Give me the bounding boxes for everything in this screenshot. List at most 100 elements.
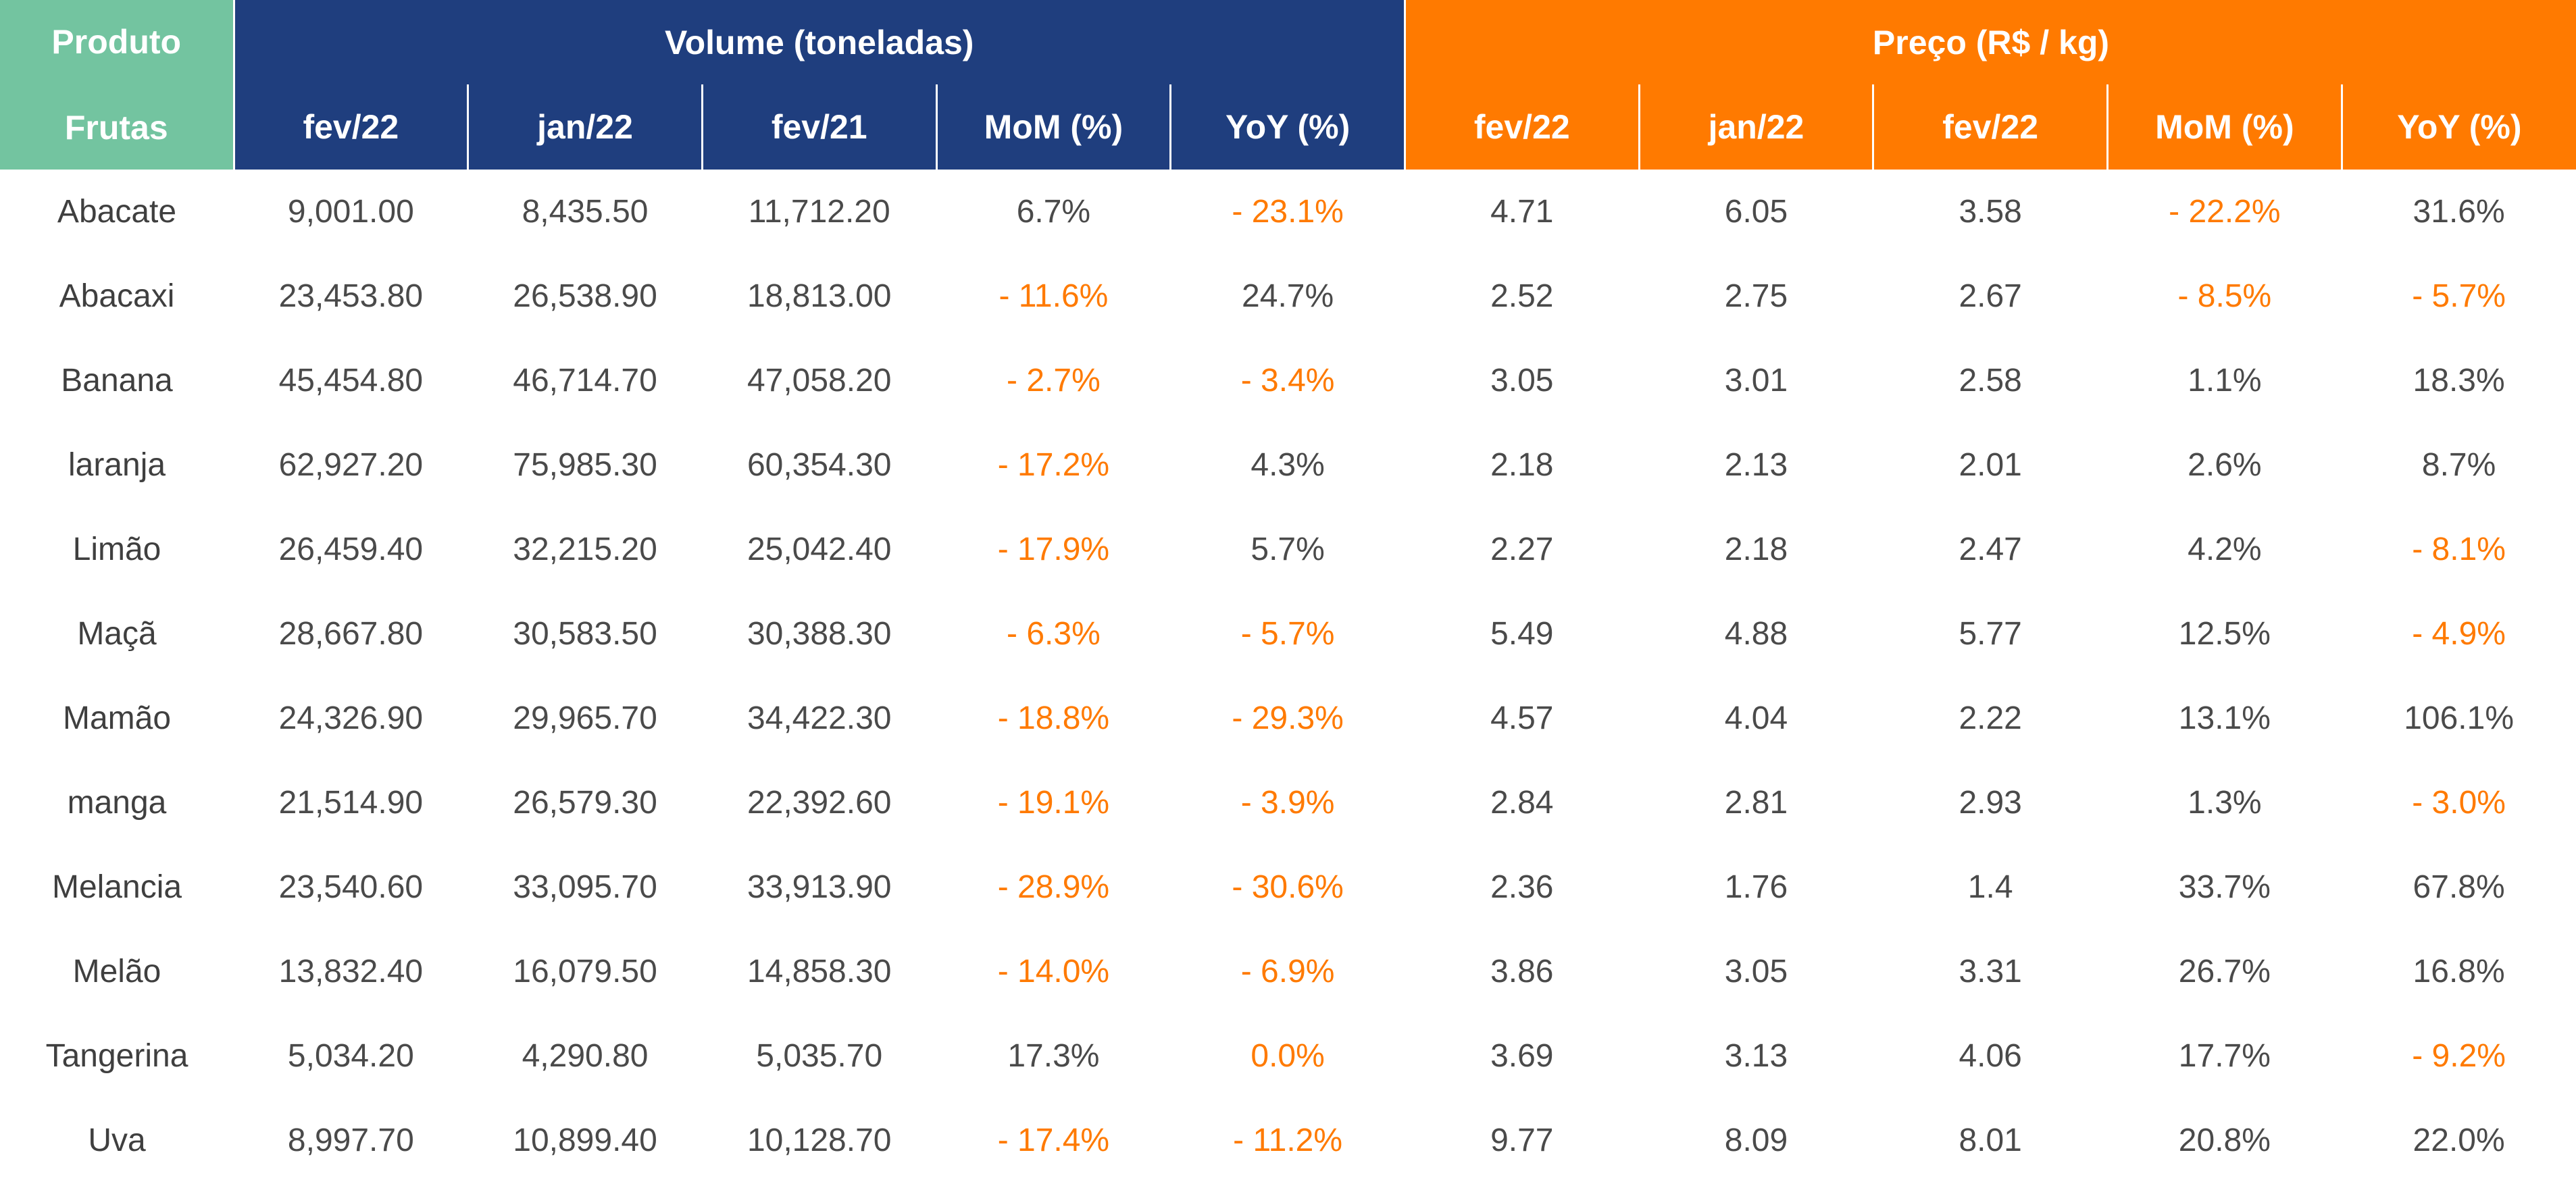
preco-yoy: - 8.1%: [2412, 532, 2506, 567]
table-row: Banana 45,454.80 46,714.70 47,058.20 - 2…: [0, 338, 2576, 423]
volume-fev21: 25,042.40: [747, 532, 892, 567]
preco-fev22-b: 5.77: [1959, 616, 2022, 652]
preco-yoy: 16.8%: [2413, 954, 2505, 989]
preco-jan22: 2.18: [1724, 532, 1788, 567]
volume-fev22: 21,514.90: [278, 785, 424, 821]
produto-header: Produto: [0, 0, 234, 85]
table-row: Melão 13,832.40 16,079.50 14,858.30 - 14…: [0, 929, 2576, 1014]
preco-fev22: 3.86: [1490, 954, 1554, 989]
volume-jan22: 46,714.70: [513, 363, 657, 398]
volume-jan22: 29,965.70: [513, 700, 657, 736]
volume-jan22: 16,079.50: [513, 954, 657, 989]
preco-yoy: - 9.2%: [2412, 1038, 2506, 1074]
volume-col-mom: MoM (%): [935, 84, 1171, 170]
fruit-name: manga: [67, 785, 167, 821]
preco-fev22-b: 2.01: [1959, 447, 2022, 483]
volume-col-fev22: fev/22: [232, 84, 468, 170]
preco-fev22: 3.69: [1490, 1038, 1554, 1074]
fruit-name: Melão: [72, 954, 161, 989]
fruit-name: laranja: [68, 447, 166, 483]
volume-col-yoy: YoY (%): [1169, 84, 1405, 170]
preco-jan22: 2.13: [1724, 447, 1788, 483]
volume-fev22: 13,832.40: [278, 954, 424, 989]
preco-fev22: 4.57: [1490, 700, 1554, 736]
preco-col-fev22-b: fev/22: [1872, 84, 2108, 170]
fruit-name: Mamão: [62, 700, 172, 736]
preco-group-header: Preço (R$ / kg): [1403, 0, 2576, 84]
preco-yoy: 67.8%: [2413, 869, 2505, 905]
fruit-name: Abacate: [57, 194, 177, 230]
volume-yoy: 24.7%: [1242, 278, 1334, 314]
preco-yoy: 106.1%: [2404, 700, 2514, 736]
preco-jan22: 2.81: [1724, 785, 1788, 821]
volume-col-jan22: jan/22: [467, 84, 703, 170]
volume-yoy: 4.3%: [1251, 447, 1325, 483]
preco-jan22: 1.76: [1724, 869, 1788, 905]
volume-fev21: 5,035.70: [756, 1038, 883, 1074]
table-row: Abacate 9,001.00 8,435.50 11,712.20 6.7%…: [0, 170, 2576, 254]
preco-mom: 26.7%: [2178, 954, 2271, 989]
volume-jan22: 4,290.80: [522, 1038, 649, 1074]
preco-col-jan22: jan/22: [1638, 84, 1873, 170]
volume-fev22: 23,540.60: [278, 869, 424, 905]
volume-yoy: - 3.9%: [1240, 785, 1335, 821]
preco-fev22: 5.49: [1490, 616, 1554, 652]
preco-mom: 33.7%: [2178, 869, 2271, 905]
volume-yoy: - 23.1%: [1232, 194, 1344, 230]
volume-fev21: 11,712.20: [748, 194, 890, 230]
fruit-name: Uva: [88, 1123, 146, 1158]
fruit-name: Tangerina: [45, 1038, 188, 1074]
volume-fev21: 60,354.30: [747, 447, 892, 483]
preco-jan22: 6.05: [1724, 194, 1788, 230]
preco-mom: - 8.5%: [2177, 278, 2272, 314]
preco-fev22: 2.27: [1490, 532, 1554, 567]
preco-col-yoy: YoY (%): [2340, 84, 2576, 170]
preco-fev22-b: 2.93: [1959, 785, 2022, 821]
fruit-name: Melancia: [51, 869, 182, 905]
preco-mom: 1.3%: [2188, 785, 2262, 821]
preco-jan22: 3.13: [1724, 1038, 1788, 1074]
preco-mom: 20.8%: [2178, 1123, 2271, 1158]
preco-jan22: 3.05: [1724, 954, 1788, 989]
preco-yoy: - 3.0%: [2412, 785, 2506, 821]
volume-jan22: 26,538.90: [513, 278, 657, 314]
volume-fev22: 8,997.70: [287, 1123, 414, 1158]
volume-fev21: 30,388.30: [747, 616, 892, 652]
fruit-name: Maçã: [77, 616, 157, 652]
volume-group-header: Volume (toneladas): [232, 0, 1405, 84]
preco-mom: - 22.2%: [2169, 194, 2281, 230]
volume-jan22: 30,583.50: [513, 616, 657, 652]
preco-mom: 2.6%: [2188, 447, 2262, 483]
volume-yoy: - 3.4%: [1240, 363, 1335, 398]
volume-fev21: 14,858.30: [747, 954, 892, 989]
preco-fev22-b: 2.58: [1959, 363, 2022, 398]
preco-fev22-b: 4.06: [1959, 1038, 2022, 1074]
table-row: Tangerina 5,034.20 4,290.80 5,035.70 17.…: [0, 1014, 2576, 1098]
preco-fev22: 2.18: [1490, 447, 1554, 483]
preco-mom: 17.7%: [2178, 1038, 2271, 1074]
volume-col-fev21: fev/21: [701, 84, 937, 170]
volume-mom: - 11.6%: [999, 278, 1109, 314]
volume-fev22: 62,927.20: [278, 447, 424, 483]
volume-jan22: 26,579.30: [513, 785, 657, 821]
preco-jan22: 4.88: [1724, 616, 1788, 652]
preco-fev22: 9.77: [1490, 1123, 1554, 1158]
preco-fev22: 3.05: [1490, 363, 1554, 398]
preco-fev22-b: 3.31: [1959, 954, 2022, 989]
volume-mom: - 6.3%: [1007, 616, 1101, 652]
volume-yoy: 5.7%: [1251, 532, 1325, 567]
preco-mom: 4.2%: [2188, 532, 2262, 567]
volume-fev21: 22,392.60: [747, 785, 892, 821]
volume-fev22: 9,001.00: [287, 194, 414, 230]
header-row-groups: Produto Volume (toneladas) Preço (R$ / k…: [0, 0, 2576, 85]
volume-jan22: 8,435.50: [522, 194, 649, 230]
volume-yoy: - 11.2%: [1233, 1123, 1343, 1158]
volume-mom: - 14.0%: [997, 954, 1110, 989]
table-row: Melancia 23,540.60 33,095.70 33,913.90 -…: [0, 845, 2576, 929]
preco-yoy: - 4.9%: [2412, 616, 2506, 652]
preco-fev22: 4.71: [1490, 194, 1554, 230]
volume-mom: - 2.7%: [1007, 363, 1101, 398]
preco-jan22: 3.01: [1724, 363, 1788, 398]
